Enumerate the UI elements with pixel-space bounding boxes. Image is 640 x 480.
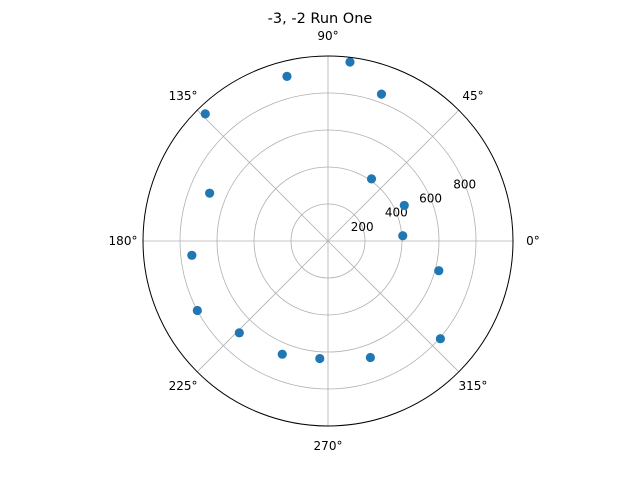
r-tick-label: 200	[351, 220, 374, 234]
data-point	[315, 353, 325, 364]
data-point	[366, 174, 377, 184]
theta-grid-line	[327, 240, 460, 373]
theta-tick-label: 270°	[314, 439, 343, 453]
theta-tick-label: 45°	[462, 89, 483, 103]
data-point	[365, 352, 375, 363]
data-point	[192, 305, 202, 316]
r-tick-label: 800	[453, 177, 476, 191]
r-tick-label: 600	[419, 192, 442, 206]
theta-tick-label: 90°	[317, 29, 338, 43]
theta-grid-line	[196, 109, 329, 242]
theta-tick-label: 0°	[526, 234, 540, 248]
data-point	[398, 231, 408, 241]
theta-grid-line	[327, 109, 460, 242]
data-point	[282, 71, 292, 81]
data-point	[376, 89, 387, 99]
data-point	[205, 188, 215, 198]
theta-tick-label: 225°	[169, 379, 198, 393]
data-point	[187, 250, 197, 260]
theta-tick-label: 315°	[459, 379, 488, 393]
data-points	[187, 57, 445, 364]
data-point	[277, 349, 287, 359]
theta-tick-label: 135°	[169, 89, 198, 103]
data-point	[234, 328, 244, 338]
data-point	[434, 266, 444, 276]
data-point	[399, 200, 409, 211]
polar-grid	[143, 56, 513, 426]
data-point	[435, 334, 445, 344]
data-point	[345, 57, 355, 67]
chart-title: -3, -2 Run One	[268, 11, 373, 27]
data-point	[200, 109, 210, 119]
theta-grid-line	[196, 240, 329, 373]
polar-frame	[142, 55, 514, 427]
theta-tick-label: 180°	[109, 234, 138, 248]
